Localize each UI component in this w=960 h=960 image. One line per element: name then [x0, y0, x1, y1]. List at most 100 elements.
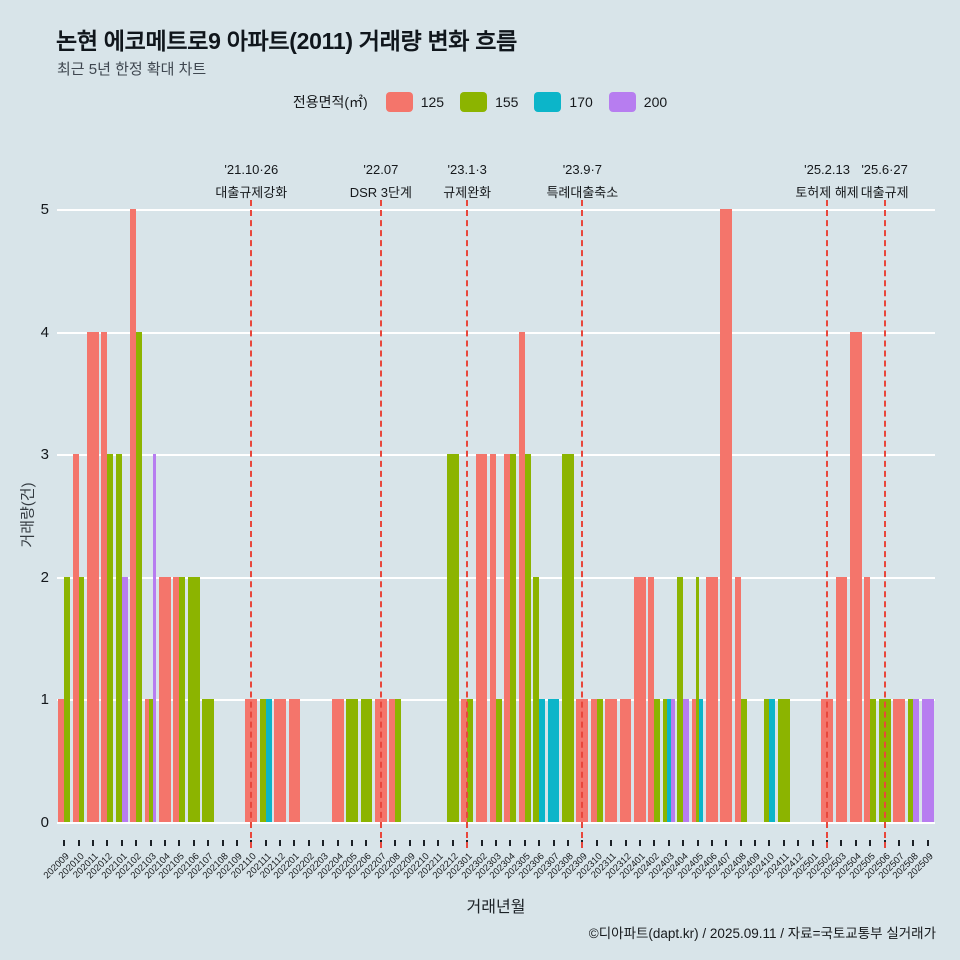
- x-tick: [667, 840, 670, 846]
- legend-label-155: 155: [495, 94, 519, 110]
- legend: 전용면적(㎡) 125 155 170 200: [0, 92, 960, 112]
- x-tick: [739, 840, 742, 846]
- x-tick: [207, 840, 210, 846]
- gridline: [57, 576, 935, 579]
- event-line: [466, 200, 469, 848]
- x-tick: [566, 840, 569, 846]
- bar-125-202408: [734, 576, 741, 822]
- x-tick: [120, 840, 123, 846]
- legend-swatch-200-icon: [608, 92, 636, 112]
- x-tick: [523, 840, 526, 846]
- y-tick-label: 2: [40, 568, 49, 586]
- bar-155-202410: [763, 699, 770, 822]
- x-tick: [710, 840, 713, 846]
- x-tick: [192, 840, 195, 846]
- event-line: [581, 200, 584, 848]
- bar-155-202012: [107, 454, 114, 822]
- legend-label-125: 125: [420, 94, 445, 110]
- bar-125-202010: [72, 454, 79, 822]
- bar-125-202310: [590, 699, 597, 822]
- y-tick-label: 0: [40, 814, 49, 831]
- bar-155-202404: [677, 576, 684, 822]
- x-tick: [926, 840, 929, 846]
- bar-125-202012: [101, 331, 108, 822]
- y-tick-label: 3: [40, 446, 49, 464]
- legend-swatch-170-icon: [534, 92, 562, 112]
- bar-200-202508: [913, 699, 920, 822]
- bar-155-202103: [148, 699, 153, 822]
- x-tick: [898, 840, 901, 846]
- x-tick: [754, 840, 757, 846]
- bar-125-202105: [173, 576, 180, 822]
- bar-155-202310: [596, 699, 603, 822]
- bar-155-202402: [654, 699, 661, 822]
- x-tick: [63, 840, 66, 846]
- bar-155-202408: [740, 699, 747, 822]
- x-tick: [495, 840, 497, 846]
- x-tick: [77, 840, 80, 846]
- gridline: [57, 454, 935, 457]
- bar-155-202303: [496, 699, 502, 822]
- bar-125-202505: [864, 576, 871, 822]
- bar-125-202405: [691, 699, 696, 822]
- gridline: [57, 209, 935, 211]
- event-desc-label: 토허제 해제: [795, 185, 859, 200]
- bar-200-202403: [670, 699, 675, 822]
- legend-title: 전용면적(㎡): [292, 94, 368, 110]
- x-tick: [336, 840, 339, 846]
- x-tick: [782, 840, 785, 846]
- x-tick: [408, 840, 411, 846]
- bar-200-202101: [121, 576, 128, 822]
- bar-155-202106: [187, 576, 200, 822]
- bar-125-202204: [331, 699, 344, 822]
- x-tick: [696, 840, 699, 846]
- bar-155-202102: [136, 331, 143, 822]
- legend-item-200: 200: [608, 92, 667, 112]
- event-date-label: '23.1·3: [447, 162, 487, 177]
- bar-200-202404: [683, 699, 689, 822]
- x-tick: [106, 840, 109, 846]
- bar-125-202102: [130, 209, 137, 822]
- x-tick: [307, 840, 310, 846]
- x-tick: [149, 840, 152, 846]
- bar-125-202406: [706, 576, 718, 822]
- bar-155-202403: [662, 699, 667, 822]
- x-tick: [595, 840, 598, 846]
- event-desc-label: DSR 3단계: [349, 185, 412, 200]
- x-tick: [811, 840, 814, 846]
- event-line: [826, 200, 829, 848]
- bar-155-202308: [562, 454, 574, 822]
- x-tick: [394, 840, 397, 846]
- bar-125-202104: [159, 576, 171, 822]
- event-line: [250, 200, 253, 848]
- bar-155-202101: [115, 454, 122, 822]
- bar-155-202009: [64, 576, 71, 822]
- event-line: [883, 200, 886, 848]
- bar-125-202009: [58, 699, 65, 822]
- bar-125-202304: [504, 454, 511, 822]
- bar-155-202107: [202, 699, 215, 822]
- bar-155-202411: [777, 699, 790, 822]
- x-tick: [235, 840, 238, 846]
- event-desc-label: 특례대출축소: [546, 185, 619, 200]
- bar-155-202301: [467, 699, 474, 822]
- x-tick: [163, 840, 166, 846]
- bar-125-202305: [518, 331, 525, 822]
- bar-155-202306: [533, 576, 540, 822]
- legend-swatch-155-icon: [460, 92, 488, 112]
- event-desc-label: 대출규제강화: [215, 185, 288, 200]
- y-axis-title: 거래량(건): [19, 482, 37, 548]
- bar-155-202304: [510, 454, 517, 822]
- y-tick-label: 5: [40, 201, 49, 218]
- bar-155-202208: [395, 699, 402, 822]
- x-tick: [322, 840, 325, 846]
- gridline: [57, 822, 935, 824]
- x-tick: [538, 840, 541, 846]
- legend-label-170: 170: [569, 94, 593, 110]
- x-axis-title: 거래년월: [466, 899, 526, 916]
- bar-170-202405: [699, 699, 704, 822]
- bar-125-202507: [893, 699, 905, 822]
- bar-155-202212: [446, 454, 459, 822]
- y-tick-label: 1: [40, 691, 49, 709]
- page-title: 논현 에코메트로9 아파트(2011) 거래량 변화 흐름: [56, 28, 517, 54]
